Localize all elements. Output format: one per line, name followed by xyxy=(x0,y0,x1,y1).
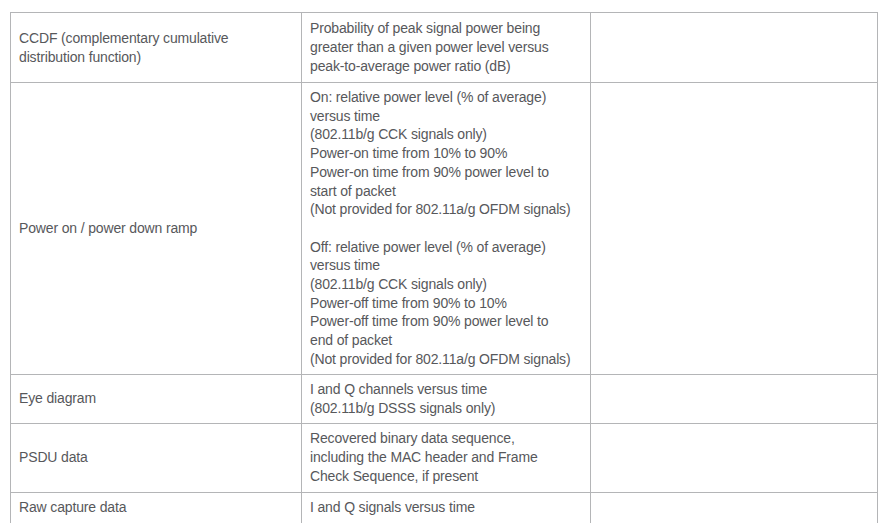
measurement-cell: CCDF (complementary cumulative distribut… xyxy=(11,13,302,83)
notes-cell xyxy=(591,423,878,492)
measurement-cell: Power on / power down ramp xyxy=(11,83,302,375)
table-row: Power on / power down ramp On: relative … xyxy=(11,83,878,375)
notes-cell xyxy=(591,374,878,423)
table-row: Raw capture data I and Q signals versus … xyxy=(11,492,878,523)
description-cell: Probability of peak signal power being g… xyxy=(302,13,591,83)
measurement-cell: Eye diagram xyxy=(11,374,302,423)
notes-cell xyxy=(591,13,878,83)
table-row: CCDF (complementary cumulative distribut… xyxy=(11,13,878,83)
measurement-cell: PSDU data xyxy=(11,423,302,492)
measurement-cell: Raw capture data xyxy=(11,492,302,523)
description-cell: On: relative power level (% of average) … xyxy=(302,83,591,375)
notes-cell xyxy=(591,83,878,375)
description-cell: Recovered binary data sequence, includin… xyxy=(302,423,591,492)
notes-cell xyxy=(591,492,878,523)
description-cell: I and Q signals versus time xyxy=(302,492,591,523)
table-row: PSDU data Recovered binary data sequence… xyxy=(11,423,878,492)
description-cell: I and Q channels versus time (802.11b/g … xyxy=(302,374,591,423)
measurements-table: CCDF (complementary cumulative distribut… xyxy=(10,12,878,523)
table-row: Eye diagram I and Q channels versus time… xyxy=(11,374,878,423)
